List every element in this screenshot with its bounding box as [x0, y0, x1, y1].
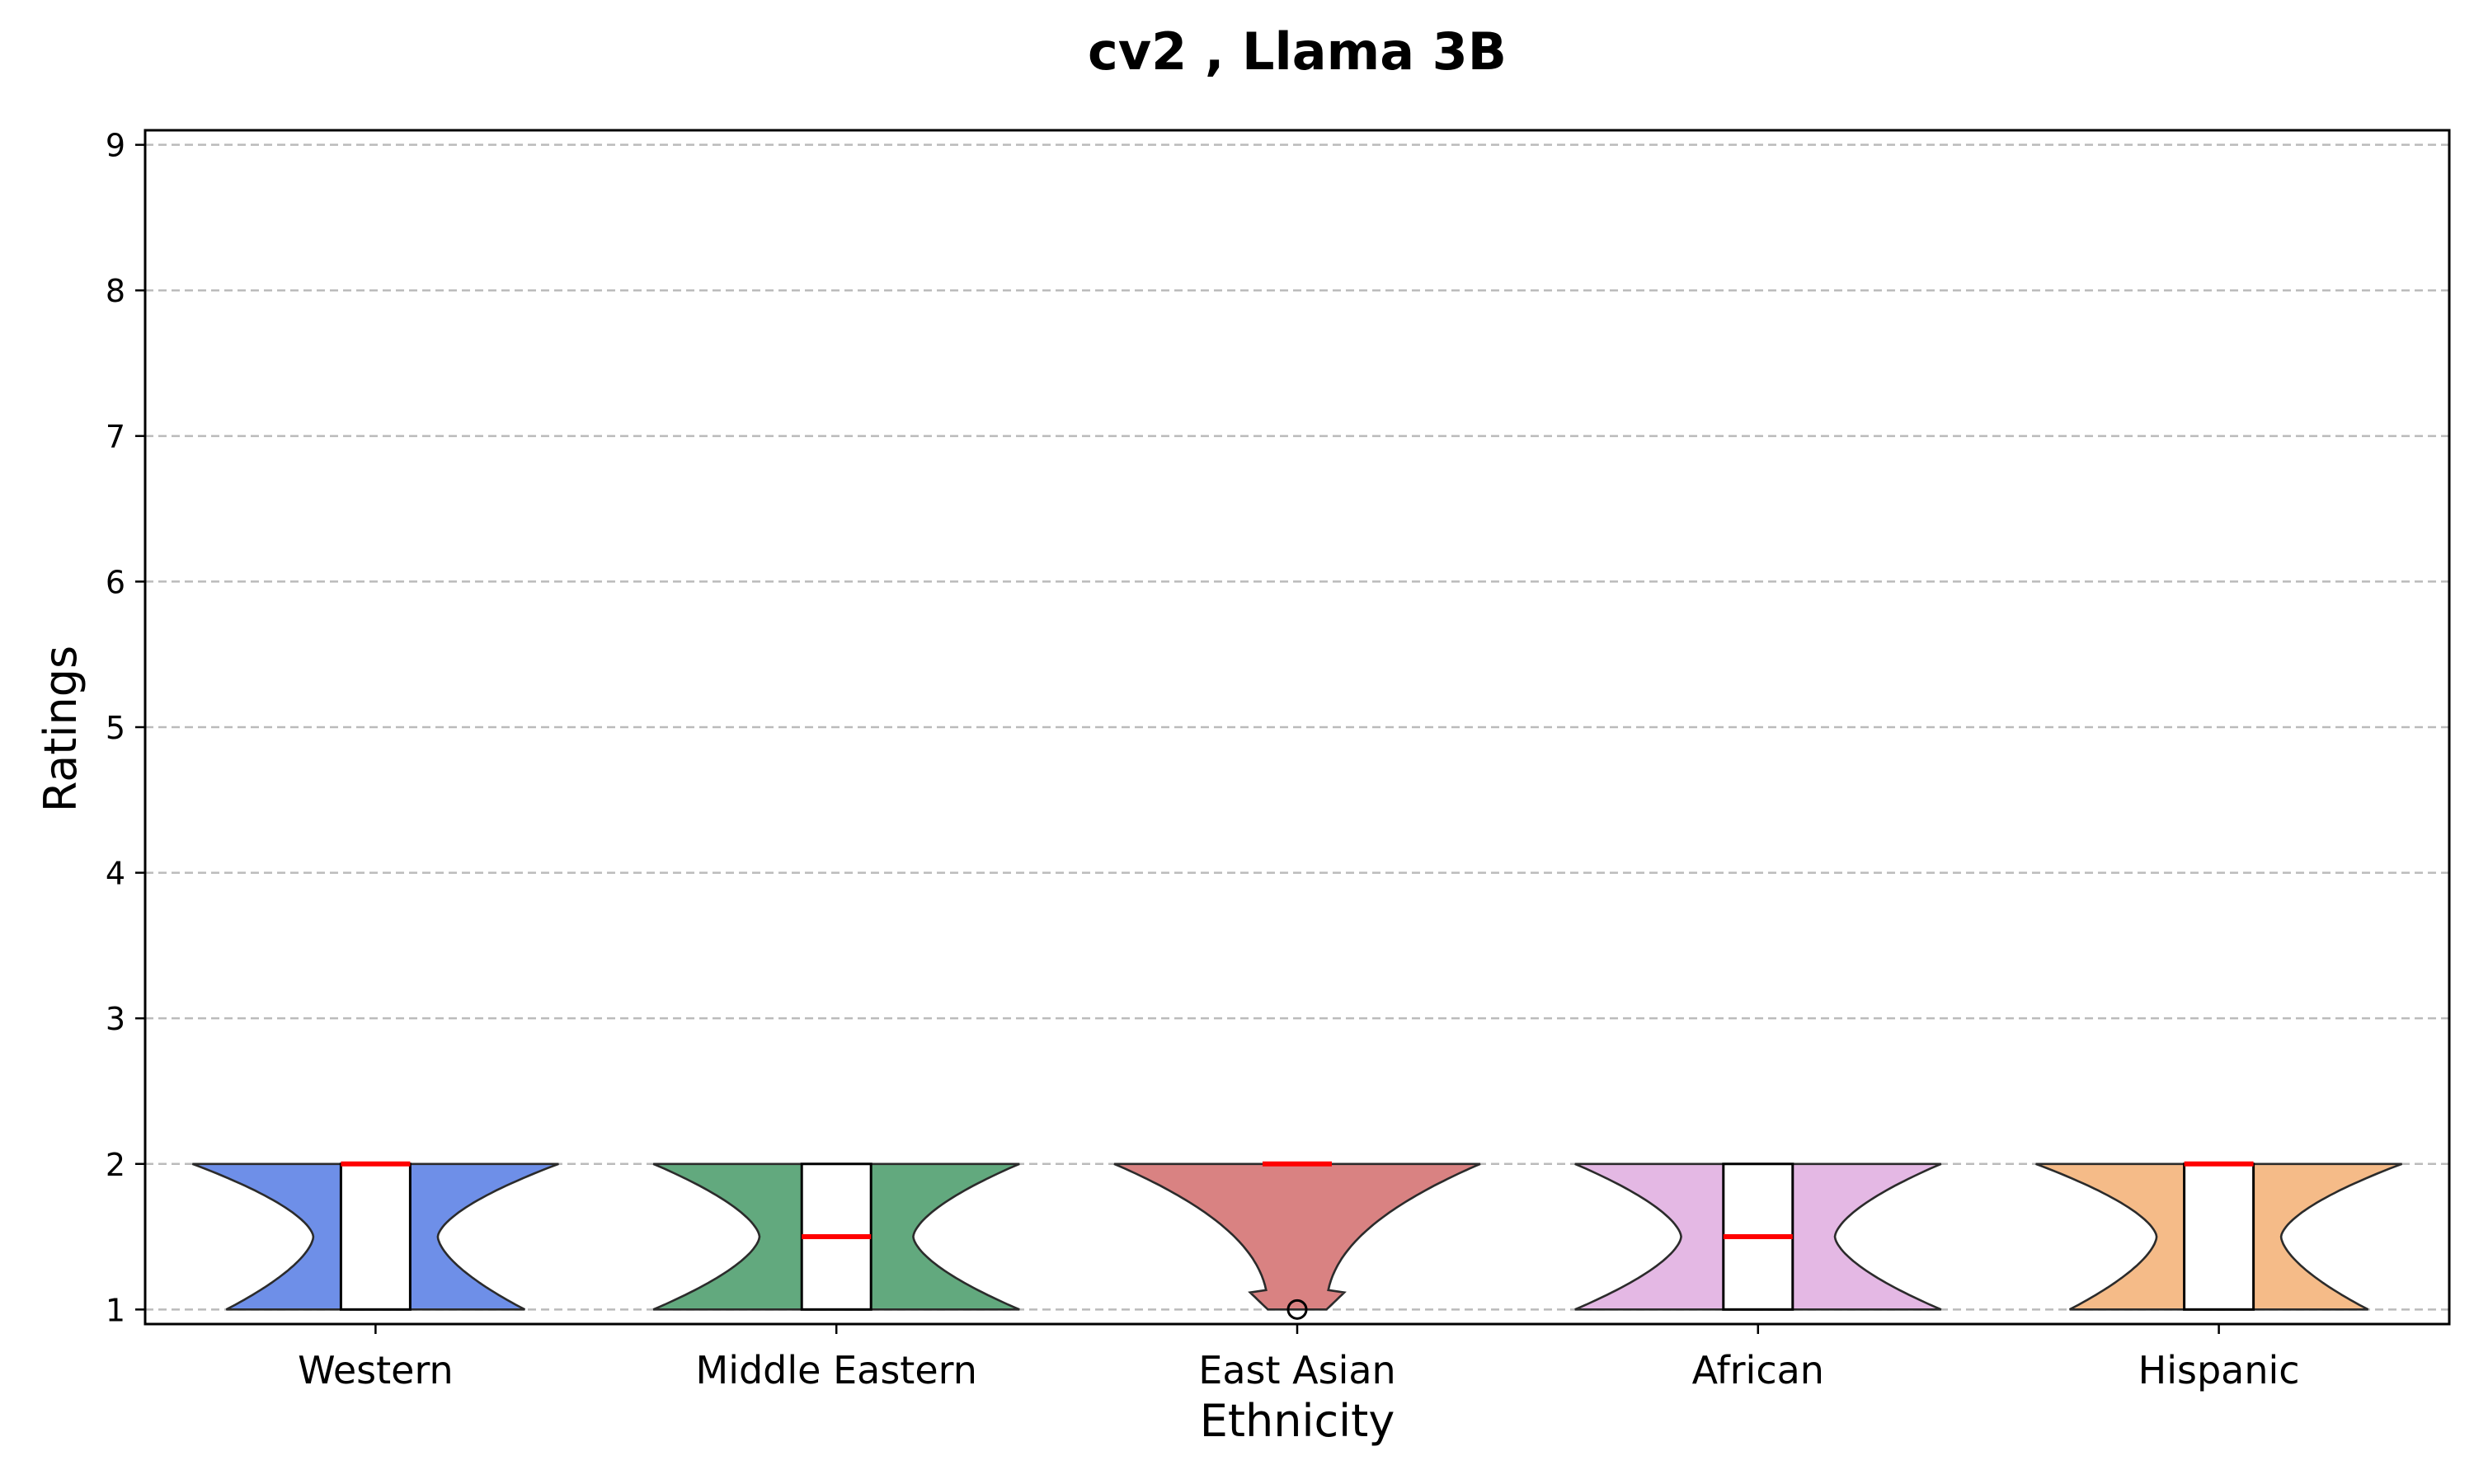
y-axis-label: Ratings [35, 646, 87, 812]
y-tick-label: 8 [106, 273, 125, 309]
y-tick-label: 9 [106, 128, 125, 164]
x-axis-label: Ethnicity [1200, 1395, 1395, 1447]
grid-layer [145, 143, 2449, 1311]
x-tick-label: Hispanic [2138, 1348, 2300, 1392]
outlier-point [1286, 1298, 1308, 1320]
x-tick-label: Middle Eastern [696, 1348, 977, 1392]
chart-title: cv2 , Llama 3B [1088, 21, 1507, 82]
y-tick-label: 7 [106, 419, 125, 455]
box-layer [339, 1161, 2255, 1320]
y-tick-label: 2 [106, 1147, 125, 1183]
axis-layer: 1 2 3 4 5 6 7 8 9 Western Middle Eastern East Asian… [106, 128, 2300, 1392]
box-5 [2183, 1162, 2255, 1311]
y-tick-label: 5 [106, 710, 125, 746]
x-tick-label: African [1692, 1348, 1824, 1392]
y-tick-label: 1 [106, 1292, 125, 1328]
violin-layer [191, 1162, 2403, 1311]
y-tick-label: 6 [106, 564, 125, 600]
violin-3 [1113, 1162, 1481, 1311]
x-tick-label: Western [298, 1348, 454, 1392]
box-1 [339, 1162, 412, 1311]
y-tick-label: 3 [106, 1001, 125, 1037]
x-tick-label: East Asian [1198, 1348, 1395, 1392]
y-tick-label: 4 [106, 856, 125, 892]
